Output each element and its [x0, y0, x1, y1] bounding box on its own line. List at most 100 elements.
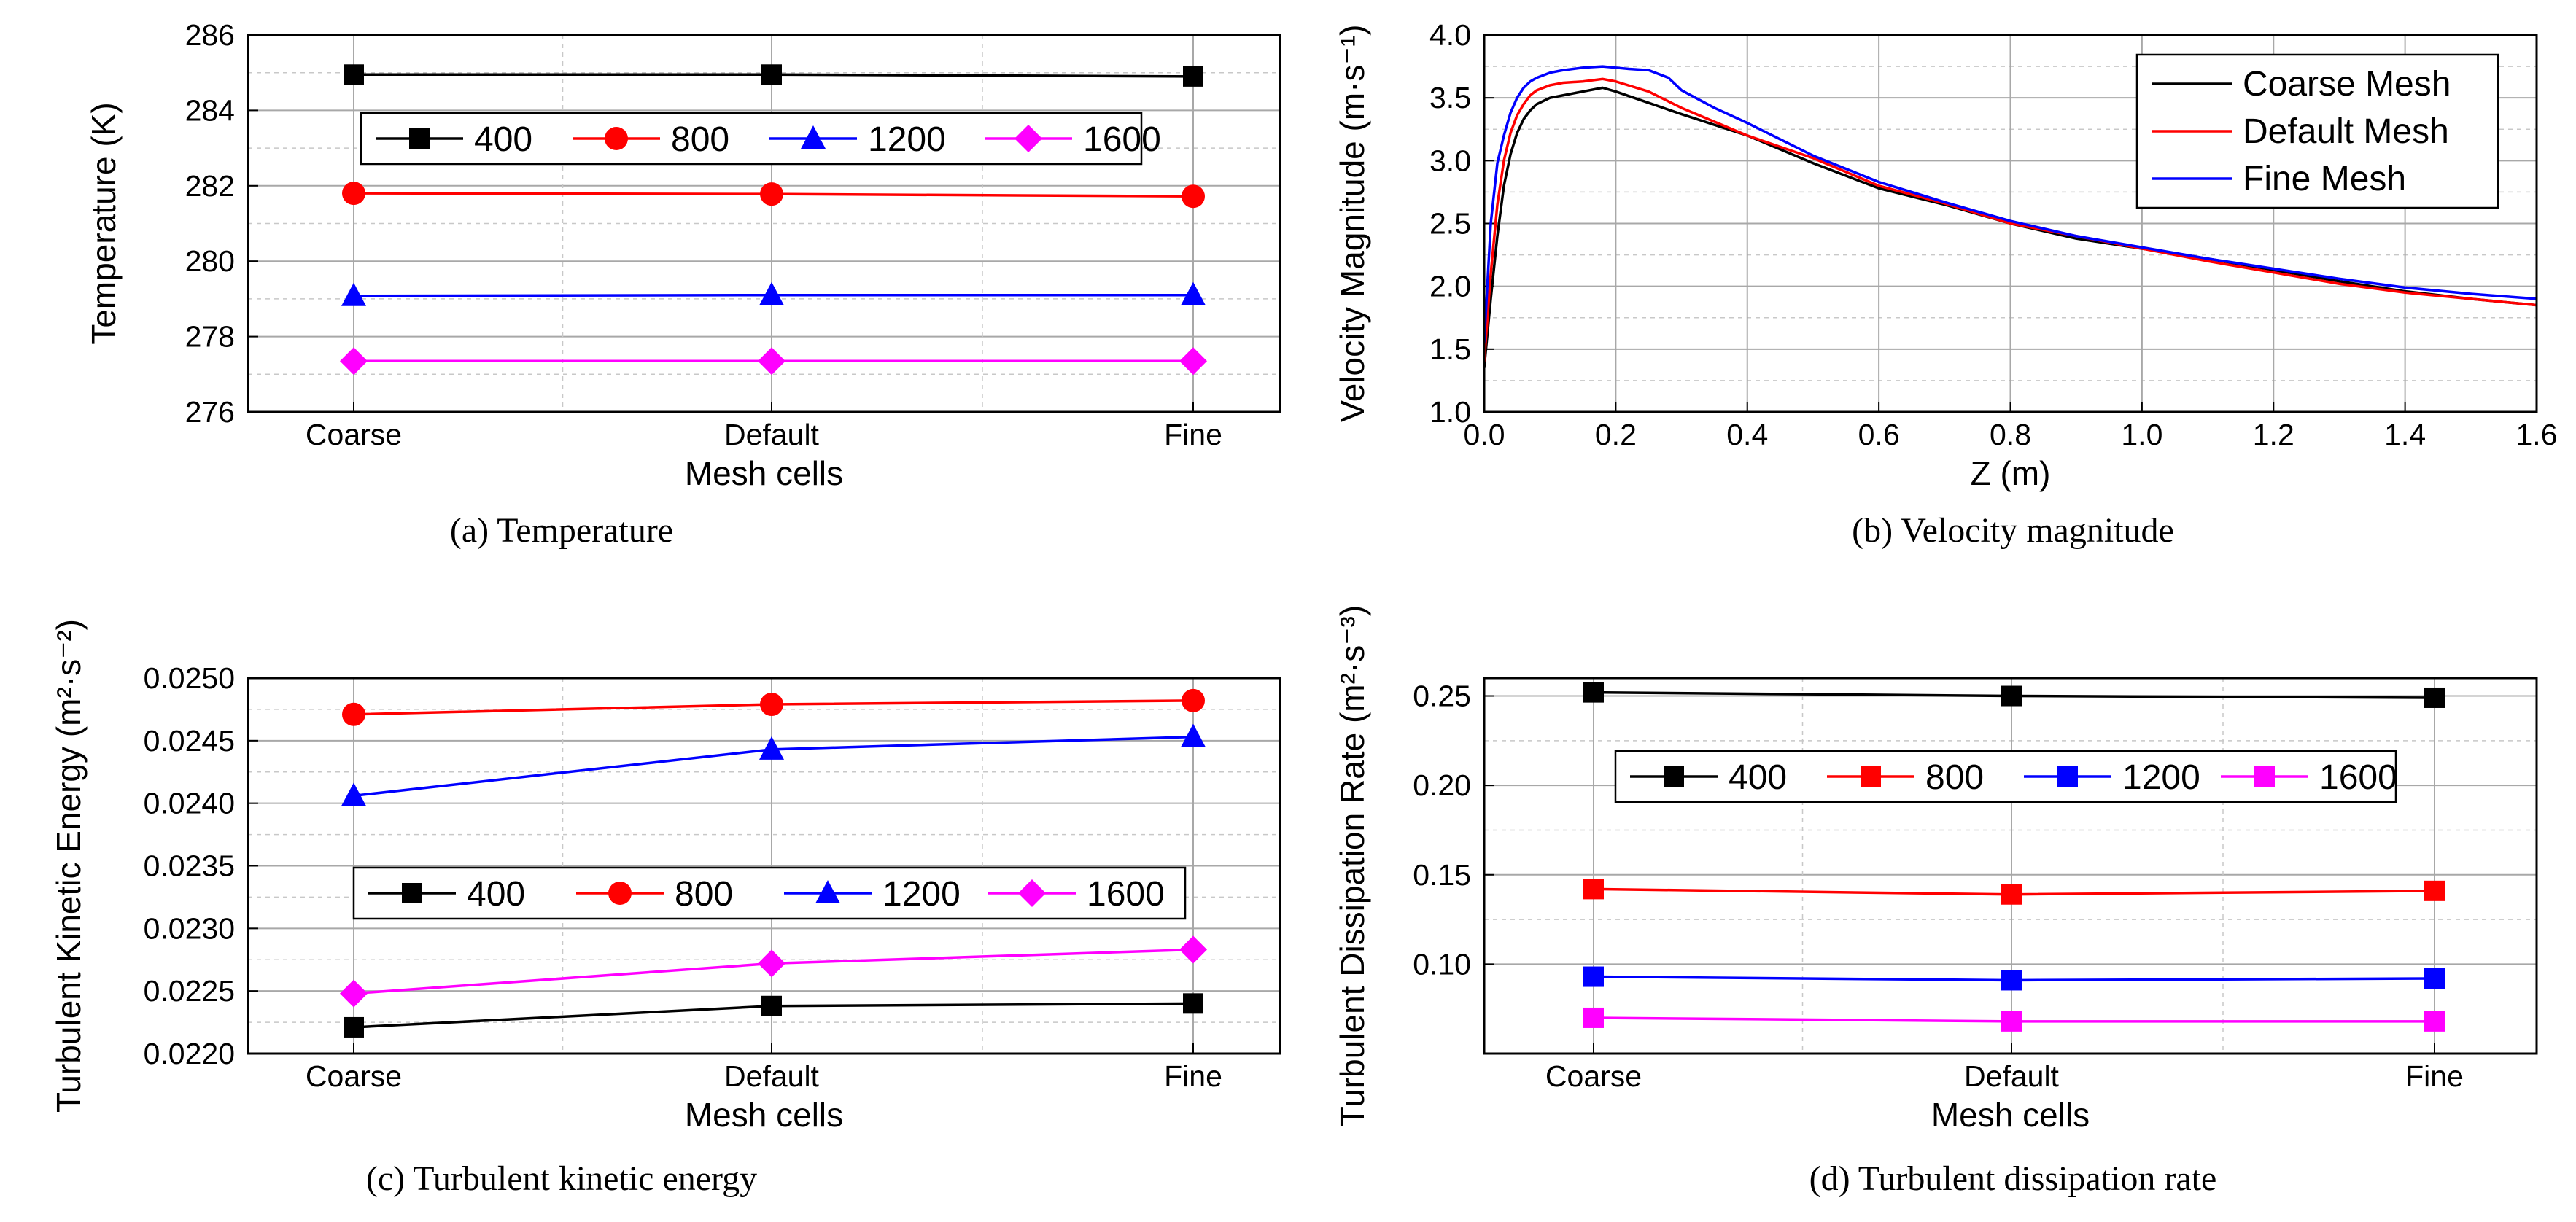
legend-marker	[1015, 125, 1042, 152]
legend-label: 1600	[2319, 758, 2397, 797]
legend-marker	[1018, 879, 1046, 907]
legend-label: 400	[467, 875, 525, 914]
panel-turbulent-dissipation-rate: 0.10 0.15 0.20 0.25 Coarse Default Fine 400 800 1…	[1333, 605, 2538, 1198]
data-point	[2001, 884, 2022, 905]
x-axis-title: Z (m)	[1971, 454, 2051, 492]
legend-label: 1600	[1083, 120, 1161, 159]
data-point	[1583, 879, 1604, 900]
data-point	[1179, 347, 1207, 375]
y-tick-label: 4.0	[1429, 18, 1471, 52]
y-tick-label: 2.5	[1429, 207, 1471, 241]
data-point	[2001, 685, 2022, 707]
plot-frame	[1483, 677, 2538, 1055]
legend-marker	[1861, 766, 1881, 787]
x-tick-label: 1.2	[2253, 418, 2294, 451]
data-point	[1179, 935, 1207, 964]
data-point	[758, 347, 785, 375]
legend-label: 1200	[882, 875, 961, 914]
data-point	[2001, 970, 2022, 991]
data-point	[758, 949, 785, 978]
legend-marker	[409, 128, 430, 149]
series-400	[344, 64, 1203, 87]
legend-item-1600: 1600	[988, 875, 1165, 914]
data-point	[760, 182, 783, 206]
panel-temperature: 276 278 280 282 284 286 Coarse Default Fine 400 80…	[85, 18, 1281, 550]
legend-marker	[2057, 766, 2078, 787]
data-point	[1181, 723, 1206, 747]
plot-frame	[1483, 34, 2538, 413]
series-default-mesh	[1483, 77, 2537, 362]
data-point	[1182, 184, 1205, 209]
y-tick-label: 0.10	[1413, 947, 1471, 981]
y-tick-label: 0.20	[1413, 768, 1471, 802]
legend-marker	[2254, 766, 2275, 787]
legend-label: 1600	[1087, 875, 1165, 914]
data-point	[2424, 880, 2445, 901]
x-tick-label: Default	[1964, 1059, 2060, 1093]
legend-label: 800	[675, 875, 733, 914]
data-point	[759, 281, 784, 306]
legend-label: 400	[474, 120, 532, 159]
series-400	[344, 993, 1203, 1038]
y-tick-label: 276	[185, 395, 235, 429]
series-800	[342, 688, 1205, 726]
data-point	[344, 64, 364, 85]
data-point	[1181, 281, 1206, 306]
data-point	[761, 995, 782, 1016]
series-1200	[341, 723, 1206, 806]
data-point	[340, 979, 368, 1008]
legend-item-1600: 1600	[2221, 758, 2397, 797]
panel-caption: (b) Velocity magnitude	[1852, 511, 2174, 550]
series-line	[1483, 77, 2537, 362]
legend-item-1600: 1600	[985, 120, 1161, 159]
legend: 400 800 1200 1600	[352, 866, 1187, 920]
y-tick-label: 284	[185, 93, 235, 127]
y-axis-title: Turbulent Kinetic Energy (m²·s⁻²)	[50, 619, 88, 1113]
legend-marker	[608, 882, 632, 905]
x-tick-label: 1.4	[2384, 418, 2426, 451]
x-axis-title: Mesh cells	[1931, 1096, 2090, 1134]
data-point	[344, 1016, 364, 1038]
legend-marker	[815, 880, 840, 903]
data-point	[341, 282, 366, 306]
data-point	[1583, 682, 1604, 703]
series-400	[1583, 682, 2445, 708]
y-tick-label: 2.0	[1429, 270, 1471, 303]
legend-item-default-mesh: Default Mesh	[2152, 112, 2449, 151]
series-1600	[340, 347, 1207, 375]
legend-label: Coarse Mesh	[2243, 65, 2451, 104]
panel-caption: (d) Turbulent dissipation rate	[1809, 1159, 2217, 1198]
y-tick-label: 0.0245	[144, 724, 235, 758]
y-tick-label: 0.0250	[144, 661, 235, 695]
y-tick-label: 3.5	[1429, 81, 1471, 114]
y-tick-label: 280	[185, 244, 235, 278]
y-tick-label: 0.25	[1413, 680, 1471, 713]
legend-item-1200: 1200	[784, 875, 961, 914]
legend-item-fine-mesh: Fine Mesh	[2152, 160, 2406, 198]
x-tick-label: 1.6	[2516, 418, 2558, 451]
x-tick-label: 0.4	[1726, 418, 1768, 451]
plot-frame	[247, 677, 1281, 1055]
series-line	[1483, 65, 2537, 343]
series-1600	[1583, 1007, 2445, 1032]
legend-item-800: 800	[1827, 758, 1984, 797]
panel-caption: (a) Temperature	[450, 511, 673, 550]
y-tick-label: 0.0220	[144, 1037, 235, 1070]
data-point	[759, 736, 784, 760]
series-1200	[341, 281, 1206, 306]
x-tick-label: 0.2	[1595, 418, 1637, 451]
y-tick-label: 0.0235	[144, 849, 235, 883]
x-tick-label: 1.0	[2121, 418, 2162, 451]
panel-turbulent-kinetic-energy: 0.0220 0.0225 0.0230 0.0235 0.0240 0.0245 0.02…	[50, 619, 1281, 1198]
y-tick-label: 1.5	[1429, 332, 1471, 366]
legend-label: 400	[1729, 758, 1787, 797]
legend-item-400: 400	[368, 875, 525, 914]
legend-label: Default Mesh	[2243, 112, 2449, 151]
series-1200	[1583, 966, 2445, 991]
legend: Coarse Mesh Default Mesh Fine Mesh	[2135, 53, 2499, 209]
legend-label: 800	[1925, 758, 1984, 797]
y-tick-label: 278	[185, 320, 235, 354]
y-tick-label: 0.0240	[144, 787, 235, 820]
legend-item-coarse-mesh: Coarse Mesh	[2152, 65, 2451, 104]
x-tick-label: Fine	[1164, 418, 1222, 451]
